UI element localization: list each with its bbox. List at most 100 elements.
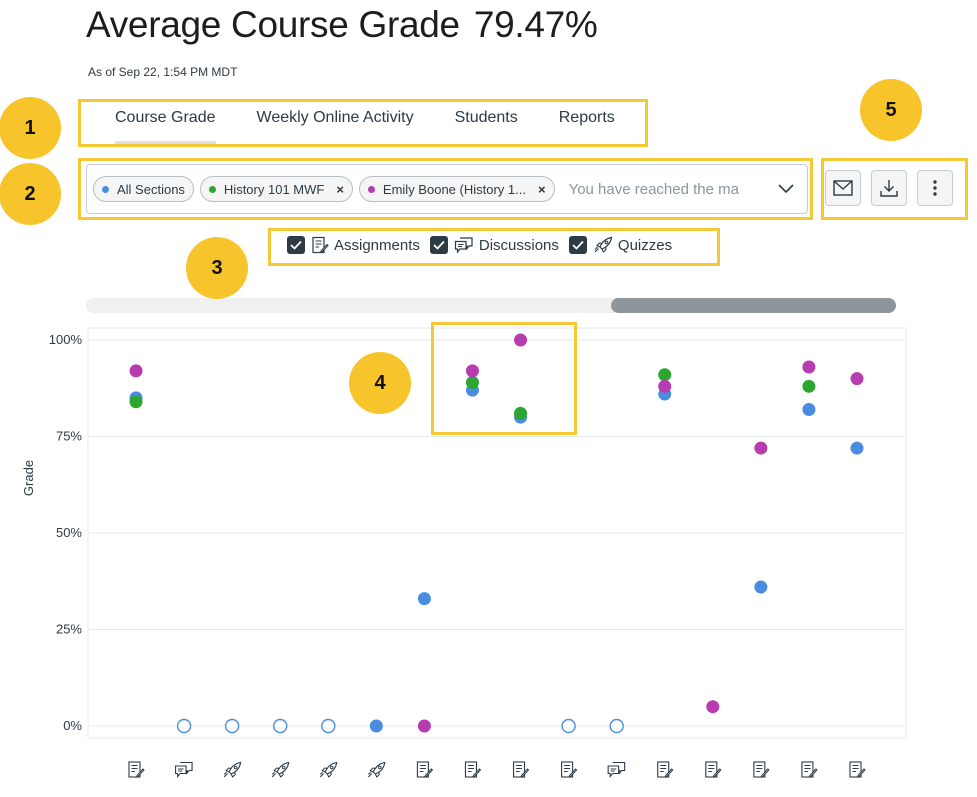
empty-grade-point[interactable] [224, 718, 240, 734]
assignment-icon [657, 761, 674, 778]
remove-chip-icon[interactable]: × [336, 181, 344, 197]
filter-combobox[interactable]: All Sections History 101 MWF × Emily Boo… [86, 164, 808, 214]
tab-bar: Course Grade Weekly Online Activity Stud… [84, 100, 615, 144]
assignments-checkbox[interactable]: Assignments [287, 236, 420, 254]
checkbox-checked-icon[interactable] [287, 236, 305, 254]
tab-label: Course Grade [115, 109, 216, 126]
student-point[interactable] [465, 364, 479, 378]
chart-scrollbar-thumb[interactable] [611, 298, 896, 313]
highlight-type-filters [268, 228, 720, 266]
student-point[interactable] [754, 441, 768, 455]
tab-label: Weekly Online Activity [256, 109, 414, 126]
student-point[interactable] [850, 372, 864, 386]
assignment-icon [128, 761, 145, 778]
student-point[interactable] [802, 360, 816, 374]
section-dot-icon [208, 185, 216, 193]
download-button[interactable] [871, 170, 907, 206]
section-point[interactable] [465, 375, 479, 389]
assignment-icon [512, 761, 530, 778]
assignment-icon [416, 761, 434, 778]
student-point[interactable] [706, 700, 720, 714]
checkbox-label: Assignments [334, 236, 420, 254]
section-point[interactable] [802, 379, 816, 393]
y-tick-label: 25% [56, 622, 82, 637]
all-sections-point[interactable] [754, 580, 768, 594]
highlight-actions [821, 158, 968, 220]
chevron-down-icon[interactable] [771, 184, 801, 194]
tab-students[interactable]: Students [455, 100, 518, 144]
all-sections-point[interactable] [417, 592, 431, 606]
empty-grade-point[interactable] [176, 718, 192, 734]
remove-chip-icon[interactable]: × [537, 181, 546, 197]
callout-badge-5: 5 [860, 79, 922, 141]
type-filter-checkboxes: Assignments Discussions Quizzes [287, 232, 682, 258]
average-grade-value: 79.47% [473, 4, 598, 45]
highlight-filters [78, 158, 813, 220]
assignment-icon [753, 761, 770, 778]
as-of-timestamp: As of Sep 22, 1:54 PM MDT [88, 65, 238, 79]
student-point[interactable] [658, 379, 672, 393]
checkbox-checked-icon[interactable] [568, 236, 587, 254]
x-axis-icons [128, 761, 866, 779]
tab-course-grade[interactable]: Course Grade [115, 100, 216, 144]
student-point[interactable] [417, 719, 431, 733]
chip-label: All Sections [117, 181, 185, 197]
page-title: Average Course Grade 79.47% [86, 4, 598, 46]
empty-grade-point[interactable] [273, 718, 288, 734]
filter-search-input[interactable] [568, 180, 771, 198]
quiz-icon [271, 761, 290, 778]
message-students-button[interactable] [825, 170, 861, 206]
all-sections-dot-icon [102, 185, 109, 193]
highlight-tabs [78, 99, 648, 147]
checkbox-checked-icon[interactable] [429, 236, 448, 254]
discussions-checkbox[interactable]: Discussions [429, 236, 559, 254]
envelope-icon [833, 180, 853, 196]
empty-grade-point[interactable] [321, 718, 336, 734]
highlight-data-points [431, 322, 577, 435]
y-tick-label: 100% [49, 332, 83, 347]
student-point[interactable] [514, 333, 528, 347]
filter-chip-history-101[interactable]: History 101 MWF × [199, 176, 353, 202]
y-tick-label: 0% [63, 718, 82, 733]
empty-grade-point[interactable] [609, 718, 624, 734]
discussion-icon [607, 761, 626, 779]
tab-reports[interactable]: Reports [559, 100, 615, 144]
download-icon [880, 180, 898, 197]
chip-label: Emily Boone (History 1... [382, 181, 526, 197]
quiz-icon [367, 761, 386, 778]
page-title-label: Average Course Grade [86, 4, 460, 45]
chip-label: History 101 MWF [223, 181, 325, 197]
student-point[interactable] [129, 364, 143, 378]
discussion-icon [175, 761, 193, 779]
more-options-button[interactable] [917, 170, 953, 206]
quiz-icon [319, 761, 338, 778]
title-row: Average Course Grade 79.47% [86, 4, 598, 46]
section-point[interactable] [514, 406, 528, 420]
section-point[interactable] [658, 368, 672, 382]
checkbox-label: Discussions [478, 236, 559, 254]
quizzes-checkbox[interactable]: Quizzes [568, 236, 673, 254]
all-sections-point[interactable] [369, 719, 383, 733]
all-sections-point[interactable] [802, 402, 816, 416]
action-buttons [825, 170, 963, 206]
assignment-icon [312, 236, 329, 254]
quiz-icon [223, 761, 242, 778]
more-vertical-icon [933, 180, 937, 196]
section-point[interactable] [129, 395, 143, 409]
all-sections-point[interactable] [850, 441, 864, 455]
discussion-icon [454, 237, 473, 254]
grade-scatter-chart: 0% 25% 50% 75% 100% Grade [21, 327, 907, 779]
callout-badge-2: 2 [0, 163, 61, 225]
empty-grade-point[interactable] [561, 718, 576, 734]
filter-chip-all-sections[interactable]: All Sections [93, 176, 194, 202]
callout-badge-3: 3 [186, 237, 248, 299]
callout-badge-1: 1 [0, 97, 61, 159]
filter-chip-emily-boone[interactable]: Emily Boone (History 1... × [358, 176, 555, 202]
tab-weekly-online-activity[interactable]: Weekly Online Activity [257, 100, 414, 144]
student-dot-icon [367, 185, 375, 193]
y-axis-ticks: 0% 25% 50% 75% 100% [49, 332, 83, 733]
callout-badge-4: 4 [349, 352, 411, 414]
checkbox-label: Quizzes [617, 236, 673, 254]
tab-label: Reports [558, 109, 615, 126]
y-tick-label: 75% [56, 429, 82, 444]
